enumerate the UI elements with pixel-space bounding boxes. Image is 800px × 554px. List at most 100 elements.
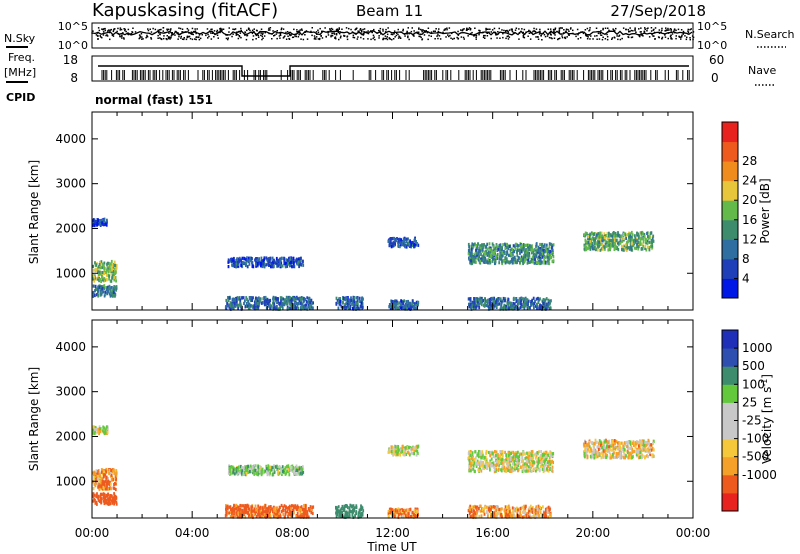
velocity-range-cell [237, 505, 240, 509]
velocity-range-cell [235, 503, 238, 507]
velocity-range-cell [274, 512, 277, 517]
velocity-range-cell [277, 509, 279, 513]
velocity-range-cell [406, 445, 409, 450]
power-range-cell [608, 231, 610, 235]
power-range-cell [248, 302, 250, 306]
power-range-cell [110, 265, 113, 269]
power-range-cell [226, 301, 228, 305]
power-range-cell [599, 248, 602, 252]
power-range-cell [481, 243, 484, 247]
noise-point [139, 37, 141, 39]
power-range-cell [476, 257, 479, 261]
power-range-cell [506, 250, 509, 254]
power-range-cell [472, 246, 474, 250]
velocity-range-cell [238, 509, 241, 513]
power-range-cell [95, 287, 97, 291]
power-range-cell [417, 243, 420, 247]
power-range-cell [253, 304, 256, 308]
noise-point [539, 28, 541, 31]
power-range-cell [469, 302, 472, 306]
noise-point [423, 34, 426, 36]
power-range-cell [272, 301, 274, 305]
velocity-range-cell [390, 446, 393, 450]
power-range-cell [407, 241, 410, 245]
noise-point [430, 31, 433, 33]
power-range-cell [262, 301, 264, 305]
power-range-cell [293, 307, 295, 311]
velocity-range-cell [392, 453, 394, 457]
power-range-cell [255, 264, 257, 268]
noise-point [170, 37, 172, 39]
noise-point [426, 31, 429, 34]
power-range-cell [537, 256, 539, 260]
noise-point [606, 36, 609, 38]
power-range-cell [603, 236, 606, 240]
power-range-cell [541, 252, 543, 256]
velocity-range-cell [231, 513, 234, 517]
velocity-range-cell [409, 507, 412, 511]
power-range-cell [298, 262, 301, 266]
velocity-range-cell [354, 514, 356, 518]
velocity-range-cell [95, 469, 98, 473]
power-range-cell [475, 248, 477, 252]
velocity-range-cell [93, 431, 96, 435]
noise-point [232, 28, 234, 30]
power-range-cell [283, 256, 285, 260]
noise-point [502, 32, 504, 35]
power-range-cell [267, 261, 270, 265]
velocity-range-cell [352, 504, 355, 508]
noise-point [345, 27, 348, 29]
power-range-cell [539, 258, 542, 262]
velocity-range-cell [102, 499, 105, 503]
power-range-cell [405, 300, 408, 304]
power-range-cell [597, 240, 600, 245]
velocity-range-cell [256, 471, 259, 475]
noise-point [264, 31, 266, 34]
noise-point [576, 28, 579, 31]
power-range-cell [97, 289, 100, 293]
velocity-range-cell [232, 468, 235, 472]
power-range-cell [488, 246, 491, 250]
noise-point [685, 38, 688, 41]
power-range-cell [649, 244, 652, 248]
power-range-cell [494, 246, 497, 250]
noise-point [600, 34, 602, 36]
power-range-cell [523, 307, 526, 311]
power-range-cell [106, 268, 108, 272]
power-range-cell [537, 297, 539, 301]
noise-point [522, 35, 525, 37]
velocity-range-cell [311, 505, 314, 509]
power-range-cell [495, 256, 497, 260]
velocity-range-cell [272, 469, 275, 473]
noise-point [469, 28, 472, 30]
noise-point [539, 30, 541, 33]
power-range-cell [629, 246, 631, 250]
velocity-range-cell [101, 481, 104, 485]
power-range-cell [595, 236, 597, 240]
noise-point [387, 27, 389, 29]
velocity-range-cell [105, 476, 108, 480]
velocity-range-cell [294, 505, 297, 509]
velocity-range-cell [92, 494, 94, 499]
power-range-cell [585, 245, 588, 250]
velocity-range-cell [349, 503, 352, 507]
power-range-cell [295, 297, 298, 301]
power-range-cell [535, 243, 538, 247]
power-range-cell [414, 242, 417, 246]
noise-point [171, 34, 173, 36]
noise-point [558, 27, 561, 29]
velocity-range-cell [266, 470, 268, 474]
noise-point [131, 31, 133, 33]
power-range-cell [530, 257, 533, 261]
power-range-cell [609, 233, 612, 237]
noise-point [537, 36, 539, 38]
noise-point [261, 38, 263, 41]
power-range-cell [277, 297, 279, 301]
power-range-cell [537, 248, 540, 252]
velocity-range-cell [267, 514, 270, 518]
noise-point [198, 34, 201, 36]
noise-point [417, 32, 420, 34]
noise-point [221, 29, 223, 31]
power-range-cell [294, 307, 297, 311]
power-range-cell [509, 248, 512, 252]
